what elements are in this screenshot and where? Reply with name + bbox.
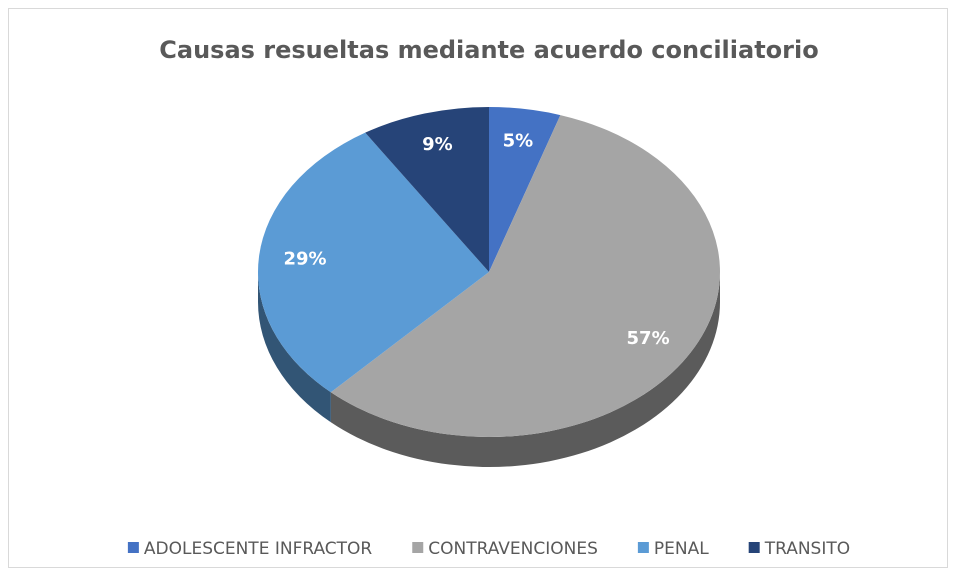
legend-swatch: [412, 542, 424, 553]
data-label: 29%: [283, 249, 326, 270]
slice: [258, 132, 489, 393]
legend-label: CONTRAVENCIONES: [428, 539, 598, 559]
data-label: 9%: [422, 134, 453, 155]
legend-swatch: [748, 542, 760, 553]
legend-label: TRANSITO: [764, 539, 850, 559]
slice: [330, 115, 721, 437]
legend-swatch: [127, 542, 139, 553]
legend-label: PENAL: [654, 539, 709, 559]
slice-side: [258, 272, 331, 423]
slice-side: [330, 272, 720, 467]
legend-label: ADOLESCENTE INFRACTOR: [144, 539, 373, 559]
data-label: 5%: [503, 131, 534, 152]
slice: [489, 107, 561, 272]
chart-title: Causas resueltas mediante acuerdo concil…: [159, 36, 818, 64]
slice: [365, 107, 489, 272]
legend-swatch: [637, 542, 649, 553]
data-label: 57%: [627, 328, 670, 349]
